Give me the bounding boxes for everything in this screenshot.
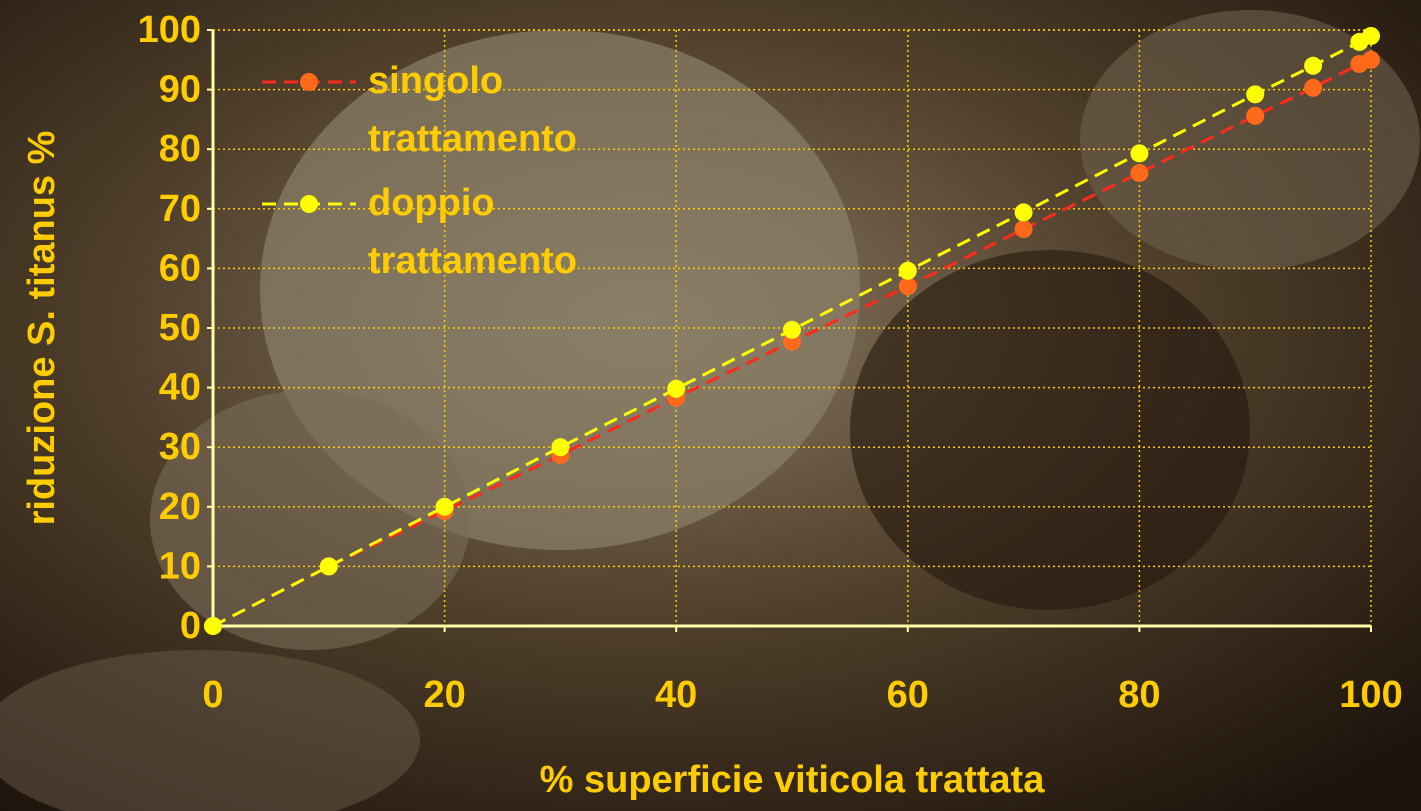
legend-label: singolo trattamento	[368, 60, 578, 160]
leaf	[0, 650, 420, 811]
point	[1304, 78, 1323, 97]
x-tick-label: 40	[655, 674, 697, 716]
point	[1246, 85, 1265, 104]
legend-marker	[300, 195, 318, 213]
y-tick-label: 40	[159, 367, 201, 409]
y-tick-label: 60	[159, 247, 201, 289]
x-tick-label: 0	[202, 674, 223, 716]
leaf	[1080, 10, 1420, 270]
point	[1130, 164, 1149, 183]
x-tick-label: 20	[423, 674, 465, 716]
point	[1362, 50, 1380, 69]
point	[783, 320, 801, 339]
point	[667, 379, 686, 398]
point	[1304, 56, 1323, 75]
point	[319, 557, 338, 576]
y-tick-label: 20	[159, 486, 201, 528]
point	[1014, 203, 1033, 222]
x-axis-label: % superficie viticola trattata	[540, 759, 1046, 801]
x-tick-label: 100	[1339, 674, 1402, 716]
y-axis-label: riduzione S. titanus %	[21, 131, 63, 526]
y-tick-label: 10	[159, 545, 201, 587]
leaf	[150, 390, 470, 650]
y-tick-label: 50	[159, 307, 201, 349]
y-tick-label: 0	[180, 605, 201, 647]
point	[1362, 26, 1380, 45]
shadow	[850, 250, 1250, 610]
legend-marker	[300, 73, 318, 91]
point	[898, 277, 917, 296]
x-tick-label: 80	[1118, 674, 1160, 716]
x-tick-label: 60	[887, 674, 929, 716]
point	[1014, 220, 1033, 239]
point	[551, 438, 570, 457]
y-tick-label: 90	[159, 69, 201, 111]
point	[435, 497, 454, 516]
legend-label: doppio trattamento	[368, 182, 578, 282]
y-tick-label: 70	[159, 188, 201, 230]
point	[204, 617, 222, 635]
point	[1246, 106, 1265, 125]
point	[1130, 144, 1149, 163]
y-tick-label: 80	[159, 128, 201, 170]
point	[898, 261, 917, 280]
y-tick-label: 100	[138, 9, 201, 51]
y-tick-label: 30	[159, 426, 201, 468]
